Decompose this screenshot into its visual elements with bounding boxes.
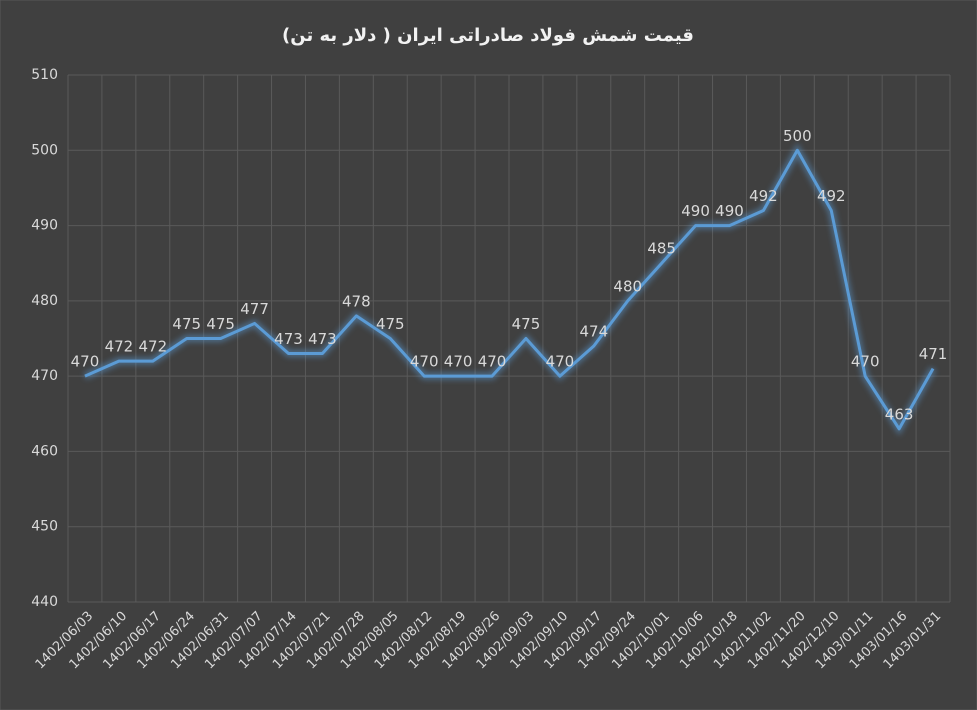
data-label: 470 bbox=[851, 353, 880, 371]
y-tick-label: 450 bbox=[31, 519, 58, 535]
data-label: 478 bbox=[342, 292, 371, 310]
data-label: 471 bbox=[919, 345, 948, 363]
data-label: 475 bbox=[376, 315, 405, 333]
data-label: 472 bbox=[105, 338, 134, 356]
data-label: 475 bbox=[206, 315, 235, 333]
data-label: 470 bbox=[444, 353, 473, 371]
data-label: 470 bbox=[71, 353, 100, 371]
data-label: 485 bbox=[647, 240, 676, 258]
data-label: 474 bbox=[579, 323, 608, 341]
y-tick-label: 490 bbox=[31, 218, 58, 234]
data-label: 477 bbox=[240, 300, 269, 318]
data-label: 490 bbox=[715, 202, 744, 220]
y-tick-label: 510 bbox=[31, 67, 58, 83]
line bbox=[84, 148, 935, 431]
y-tick-label: 500 bbox=[31, 142, 58, 158]
data-label: 470 bbox=[410, 353, 439, 371]
chart-title: قیمت شمش فولاد صادراتی ایران ( دلار به ت… bbox=[282, 25, 694, 46]
data-label: 475 bbox=[512, 315, 541, 333]
data-label: 480 bbox=[613, 277, 642, 295]
data-label: 470 bbox=[478, 353, 507, 371]
data-label: 470 bbox=[546, 353, 575, 371]
y-tick-label: 480 bbox=[31, 293, 58, 309]
y-tick-label: 440 bbox=[31, 594, 58, 610]
data-label: 492 bbox=[749, 187, 778, 205]
data-label: 500 bbox=[783, 127, 812, 145]
y-tick-label: 470 bbox=[31, 368, 58, 384]
data-label: 490 bbox=[681, 202, 710, 220]
data-label: 473 bbox=[308, 330, 337, 348]
data-label: 473 bbox=[274, 330, 303, 348]
data-label: 475 bbox=[172, 315, 201, 333]
data-label: 472 bbox=[138, 338, 167, 356]
data-label: 492 bbox=[817, 187, 846, 205]
data-label: 463 bbox=[885, 405, 914, 423]
y-tick-label: 460 bbox=[31, 443, 58, 459]
